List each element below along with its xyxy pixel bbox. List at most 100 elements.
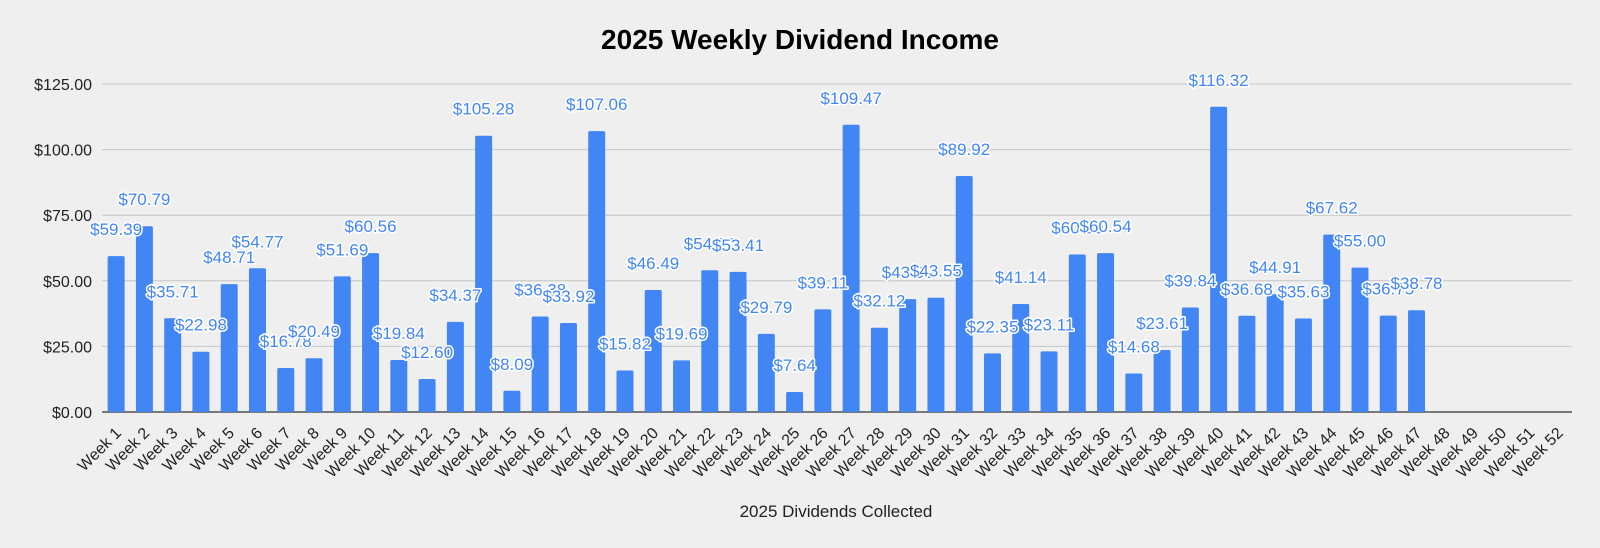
data-label: $60.54 [1080,217,1132,236]
data-label: $48.71 [203,248,255,267]
data-label: $67.62 [1306,199,1358,218]
bar [305,358,323,412]
data-label: $43.00 [882,263,934,282]
data-label: $59.39 [90,220,142,239]
data-label: $107.06 [566,95,627,114]
data-label: $35.63 [1277,283,1329,302]
data-label: $51.69 [316,240,368,259]
data-label-layer: $59.39 $70.79 $35.71 $22.98 $48.71$54.77 $16.… [89,69,1444,376]
data-label: $29.79 [740,298,792,317]
data-label: $70.79 [118,190,170,209]
data-label: $35.71 [147,282,199,301]
y-tick-label: $75.00 [43,208,92,225]
bar [1351,267,1369,412]
bar [135,226,153,412]
bar [1181,307,1199,412]
bar [1238,315,1256,412]
y-tick-label: $25.00 [43,339,92,356]
bar [503,390,521,412]
data-label: $109.47 [820,89,881,108]
data-label: $36.38 [514,281,566,300]
bar [277,367,295,412]
x-axis-title: 2025 Dividends Collected [740,502,933,521]
bar [192,351,210,412]
bar [446,321,464,412]
data-label: $33.92 [542,287,594,306]
y-tick-label: $100.00 [34,143,92,160]
data-label: $60.00 [1051,219,1103,238]
data-label: $14.68 [1108,337,1160,356]
data-label: $41.14 [995,268,1047,287]
bar [786,391,804,412]
bar [531,316,549,412]
bar [927,297,945,412]
bar [1153,350,1171,412]
bar [1040,351,1058,412]
data-label: $43.55 [910,262,962,281]
data-label: $44.91 [1249,258,1301,277]
y-tick-label: $125.00 [34,77,92,94]
bar [333,276,351,412]
data-label: $23.61 [1136,314,1188,333]
bar [107,256,125,412]
data-label: $54.77 [231,232,283,251]
data-label: $7.64 [773,356,816,375]
data-label: $46.49 [627,254,679,273]
bar [559,322,577,412]
bar [729,271,747,412]
bar [673,360,690,412]
chart-title: 2025 Weekly Dividend Income [601,24,999,55]
data-label: $89.92 [938,140,990,159]
bar [390,359,408,412]
data-label: $19.69 [656,324,708,343]
data-label: $8.09 [491,355,534,374]
bar [701,270,719,412]
bar [220,284,238,412]
data-label: $39.11 [797,273,848,292]
y-tick-label: $0.00 [52,405,92,422]
data-label: $60.56 [345,217,397,236]
data-label: $22.98 [175,316,227,335]
y-tick-label: $50.00 [43,274,92,291]
bar [164,318,182,412]
data-label: $20.49 [288,322,340,341]
bar [644,290,662,412]
bar [1097,253,1115,412]
bar [955,176,973,412]
data-label: $55.00 [1334,232,1386,251]
bar [1125,373,1143,412]
data-label: $38.78 [1391,274,1443,293]
data-label: $105.28 [453,100,514,119]
bar [1294,318,1312,412]
data-label: $53.41 [712,236,764,255]
bar [870,327,888,412]
bar [1012,304,1030,412]
bar [757,333,775,412]
data-label: $22.35 [966,317,1018,336]
bar [588,131,606,412]
data-label: $19.84 [373,324,425,343]
data-label: $32.12 [853,292,905,311]
bar [842,124,860,412]
bar [1323,234,1341,412]
data-label: $34.37 [429,286,481,305]
bar [418,378,436,412]
bar [616,370,634,412]
data-label: $54.00 [684,234,736,253]
bar [899,299,917,412]
bar [1068,254,1086,412]
bar [984,353,1001,412]
bar [362,253,380,412]
bar [249,268,266,412]
data-label: $36.75 [1362,280,1414,299]
data-label: $39.84 [1164,271,1216,290]
bar-layer [107,106,1425,413]
data-label: $15.82 [599,334,651,353]
bar [1266,294,1284,412]
bar [1379,315,1397,412]
data-label: $12.60 [401,343,453,362]
bar [475,135,493,412]
